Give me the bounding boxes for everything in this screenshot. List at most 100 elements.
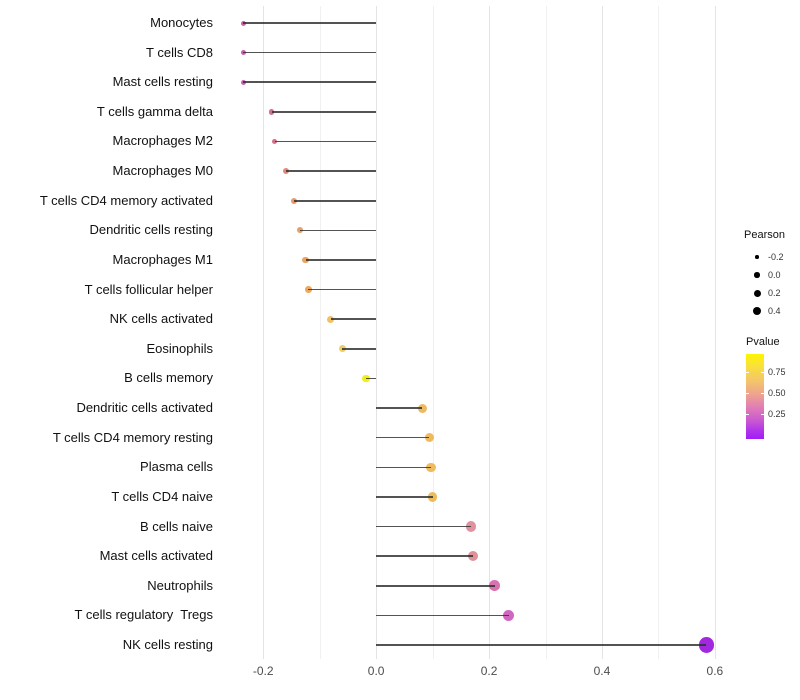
lollipop-stem — [376, 436, 430, 439]
y-axis-label: T cells CD4 memory resting — [52, 429, 213, 445]
gridline-major — [376, 6, 378, 659]
lollipop-stem — [274, 140, 377, 143]
x-axis-tick-label: 0.4 — [593, 664, 611, 678]
y-axis-label: T cells gamma delta — [96, 103, 213, 119]
y-axis-label: Mast cells activated — [99, 548, 213, 564]
legend-pearson-title: Pearson — [744, 229, 785, 241]
gridline-major — [714, 6, 716, 659]
lollipop-stem — [342, 348, 377, 350]
pvalue-bar-tick — [761, 393, 764, 395]
y-axis-label: T cells CD8 — [146, 44, 213, 60]
data-point — [271, 138, 278, 145]
legend-size-dot — [755, 255, 759, 259]
lollipop-stem — [376, 644, 707, 646]
data-point — [282, 168, 289, 175]
lollipop-stem — [285, 170, 377, 172]
y-axis-label: Eosinophils — [146, 340, 214, 356]
y-axis-label: Macrophages M0 — [112, 163, 213, 179]
legend-size-label: 0.0 — [768, 270, 781, 280]
data-point — [338, 345, 346, 353]
pvalue-bar-label: 0.50 — [768, 388, 786, 399]
lollipop-stem — [305, 259, 377, 261]
y-axis-label: Monocytes — [150, 15, 213, 30]
lollipop-stem — [294, 199, 377, 202]
y-axis-label: Macrophages M1 — [112, 251, 213, 267]
y-axis-label: T cells CD4 naive — [111, 488, 213, 504]
legend-pearson-items: -0.2 0.0 0.2 0.4 — [744, 248, 800, 320]
legend-size-item: 0.2 — [744, 284, 800, 302]
pvalue-bar-tick — [746, 371, 749, 373]
pvalue-bar-tick — [761, 414, 764, 416]
lollipop-stem — [376, 555, 474, 557]
lollipop-stem — [308, 288, 377, 291]
lollipop-stem — [376, 407, 423, 409]
data-point — [291, 197, 298, 204]
y-axis-label: T cells CD4 memory activated — [39, 192, 213, 208]
lollipop-stem — [271, 111, 377, 113]
lollipop-stem — [243, 51, 377, 54]
data-point — [427, 492, 438, 502]
pvalue-gradient-bar: 0.75 0.50 0.25 — [746, 354, 786, 439]
data-point — [698, 637, 715, 653]
pvalue-bar-label: 0.75 — [768, 366, 786, 377]
gridline-minor — [545, 6, 547, 659]
data-point — [426, 462, 436, 472]
y-axis-label: Macrophages M2 — [112, 133, 213, 149]
lollipop-stem — [243, 22, 377, 24]
gridline-minor — [658, 6, 660, 659]
y-axis-label: Plasma cells — [140, 459, 213, 475]
legend-pearson-size: Pearson -0.2 0.0 0.2 0.4 — [744, 229, 800, 320]
legend-size-label: 0.2 — [768, 288, 781, 298]
pvalue-bar-tick — [746, 414, 749, 416]
y-axis-label: Neutrophils — [147, 577, 213, 593]
y-axis-label: B cells memory — [124, 370, 213, 386]
data-point — [503, 609, 515, 621]
data-point — [424, 433, 434, 443]
data-point — [465, 521, 477, 532]
gridline-major — [601, 6, 603, 659]
data-point — [468, 551, 479, 562]
legend-size-dot — [754, 272, 760, 278]
pvalue-bar-tick — [746, 393, 749, 395]
legend-size-item: 0.0 — [744, 266, 800, 284]
gridline-major — [489, 6, 491, 659]
legend-pvalue-color: Pvalue 0.75 0.50 0.25 — [746, 336, 800, 439]
lollipop-stem — [376, 584, 495, 587]
lollipop-stem — [330, 318, 377, 320]
legend-pvalue-title: Pvalue — [746, 336, 780, 348]
gridline-minor — [432, 6, 434, 659]
pvalue-bar-label: 0.25 — [768, 409, 786, 420]
data-point — [296, 227, 304, 234]
lollipop-stem — [376, 466, 431, 469]
lollipop-stem — [376, 614, 509, 617]
legend-size-label: -0.2 — [768, 252, 784, 262]
lollipop-stem — [243, 81, 377, 84]
data-point — [489, 580, 501, 592]
y-axis-label: B cells naive — [140, 518, 213, 534]
y-axis-label: NK cells resting — [122, 637, 213, 653]
data-point — [362, 374, 370, 383]
y-axis-label: Mast cells resting — [112, 74, 213, 90]
x-axis-tick-label: 0.6 — [706, 664, 724, 678]
y-axis-label: Dendritic cells resting — [89, 222, 213, 238]
y-axis-label: T cells follicular helper — [84, 281, 213, 297]
lollipop-stem — [365, 377, 377, 380]
legend-size-item: -0.2 — [744, 248, 800, 266]
gridline-minor — [319, 6, 321, 659]
legend-size-dot — [752, 306, 762, 316]
pvalue-bar-tick — [761, 371, 764, 373]
legend-size-dot — [753, 289, 761, 297]
y-axis-label: T cells regulatory Tregs — [74, 607, 213, 623]
y-axis-label: Dendritic cells activated — [76, 400, 213, 416]
x-axis-tick-label: 0.2 — [480, 664, 498, 678]
legend-size-item: 0.4 — [744, 302, 800, 320]
legend-size-label: 0.4 — [768, 306, 781, 316]
x-axis-tick-label: 0.0 — [367, 664, 385, 678]
lollipop-stem — [376, 496, 433, 498]
lollipop-stem — [299, 229, 377, 232]
lollipop-stem — [376, 525, 471, 528]
gridline-major — [263, 6, 265, 659]
y-axis-label: NK cells activated — [109, 311, 213, 327]
x-axis-tick-label: -0.2 — [252, 664, 274, 678]
